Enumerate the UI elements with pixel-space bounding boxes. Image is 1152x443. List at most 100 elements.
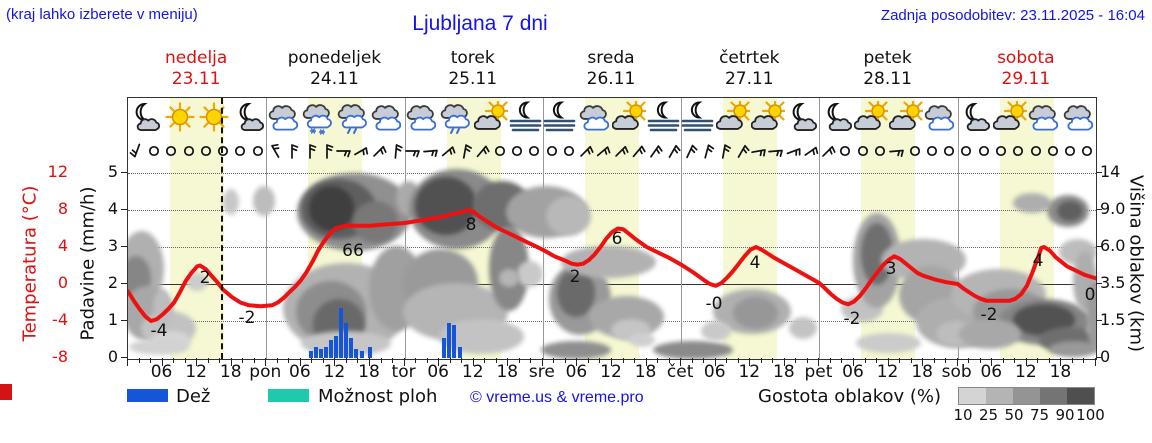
colorbar-scale-label: 10 bbox=[953, 406, 973, 424]
cloud-height-tick-label: 1.5 bbox=[1100, 310, 1126, 329]
temperature-label: 4 bbox=[749, 253, 761, 273]
time-axis-tick bbox=[173, 358, 175, 363]
weather-icon-cloud bbox=[1027, 101, 1061, 135]
weather-icon-moon-fog bbox=[509, 101, 543, 135]
menu-hint: (kraj lahko izberete v meniju) bbox=[6, 6, 198, 23]
calm-circle bbox=[525, 142, 543, 160]
weather-icon-cloud bbox=[370, 101, 404, 135]
colorbar-scale-label: 50 bbox=[1004, 406, 1024, 424]
time-axis-tick bbox=[806, 358, 808, 363]
calm-circle bbox=[923, 142, 941, 160]
cloud-density-blob bbox=[541, 341, 611, 359]
rain-bar bbox=[324, 346, 328, 358]
time-axis-tick bbox=[276, 358, 278, 363]
rain-legend-label: Dež bbox=[176, 386, 211, 407]
weather-icon-cloud bbox=[1062, 101, 1096, 135]
wind-barb bbox=[785, 142, 803, 160]
temperature-label: 4 bbox=[1032, 251, 1044, 271]
time-axis-tick bbox=[899, 358, 901, 363]
copyright-link[interactable]: © vreme.us & vreme.pro bbox=[470, 389, 644, 406]
calm-circle bbox=[906, 142, 924, 160]
time-axis-tick bbox=[495, 358, 497, 363]
rain-legend-swatch bbox=[127, 389, 168, 402]
calm-circle bbox=[975, 142, 993, 160]
calm-circle bbox=[543, 142, 561, 160]
colorbar-scale-label: 25 bbox=[978, 406, 999, 424]
temperature-label: 6 bbox=[611, 229, 623, 249]
time-label: 12 bbox=[876, 362, 899, 382]
rain-bar bbox=[334, 335, 338, 358]
cloud-density-blob bbox=[129, 339, 189, 355]
rain-bar bbox=[354, 348, 358, 358]
rain-bar bbox=[360, 350, 364, 358]
weather-icon-cloud-rain bbox=[336, 101, 370, 135]
cloud-height-axis-title: Višina oblakov (km) bbox=[1125, 174, 1147, 353]
calm-circle bbox=[854, 142, 872, 160]
time-axis-tick bbox=[634, 358, 636, 363]
time-axis-tick bbox=[518, 358, 520, 363]
colorbar-scale-label: 90 bbox=[1055, 406, 1075, 424]
wind-barb bbox=[318, 142, 336, 160]
current-time-line bbox=[220, 98, 223, 359]
temp-tick-label: 12 bbox=[47, 162, 68, 181]
cloud-density-blob bbox=[1057, 201, 1083, 221]
precip-tick-label: 2 bbox=[107, 273, 118, 292]
wind-barb bbox=[473, 142, 491, 160]
time-axis-tick bbox=[599, 358, 601, 363]
time-axis-tick bbox=[207, 358, 209, 363]
rain-bar bbox=[447, 322, 451, 358]
time-axis-tick bbox=[956, 358, 958, 366]
wind-barb bbox=[715, 142, 733, 160]
last-update-timestamp: Zadnja posodobitev: 23.11.2025 - 16:04 bbox=[880, 7, 1145, 24]
time-axis-tick bbox=[334, 358, 336, 366]
time-axis-tick bbox=[415, 358, 417, 363]
temp-tick-label: -8 bbox=[52, 347, 68, 366]
time-axis-tick bbox=[564, 358, 566, 363]
day-separator-line bbox=[957, 98, 959, 359]
weather-icon-sun-cloud bbox=[992, 98, 1030, 135]
time-label: 18 bbox=[358, 362, 380, 382]
wind-barb bbox=[128, 142, 146, 160]
time-axis-tick bbox=[714, 358, 716, 366]
time-axis-tick bbox=[887, 358, 889, 366]
calm-circle bbox=[180, 142, 198, 160]
weather-icon-sun-cloud bbox=[854, 98, 892, 135]
time-axis-tick bbox=[507, 358, 509, 366]
time-label: 18 bbox=[219, 362, 242, 382]
time-axis-tick bbox=[645, 358, 647, 366]
time-axis-tick bbox=[979, 358, 981, 363]
time-axis-tick bbox=[576, 358, 578, 366]
time-label: 18 bbox=[911, 362, 933, 382]
weather-icon-cloud bbox=[578, 101, 612, 135]
axis-tick bbox=[121, 357, 127, 358]
time-axis-tick bbox=[853, 358, 854, 366]
time-axis-tick bbox=[150, 358, 152, 363]
time-label: 06 bbox=[150, 362, 173, 382]
wind-barb bbox=[612, 142, 630, 160]
weather-icon-cloud-rain bbox=[439, 101, 473, 135]
time-axis-tick bbox=[749, 358, 751, 366]
cloud-density-blob bbox=[789, 317, 817, 339]
time-label: 06 bbox=[565, 362, 588, 382]
weather-icon-sun-cloud bbox=[612, 98, 650, 135]
time-axis-tick bbox=[945, 358, 947, 363]
time-axis-tick bbox=[818, 358, 820, 366]
rain-bar bbox=[344, 322, 348, 358]
cloud-density-blob bbox=[557, 269, 595, 317]
cloud-density-blob bbox=[223, 189, 239, 215]
wind-barb bbox=[456, 142, 474, 160]
page-title: Ljubljana 7 dni bbox=[412, 12, 548, 35]
calm-circle bbox=[1061, 142, 1079, 160]
cloud-density-legend-label: Gostota oblakov (%) bbox=[758, 386, 942, 407]
rain-bar bbox=[329, 339, 333, 358]
time-axis-tick bbox=[265, 358, 267, 366]
time-axis-tick bbox=[345, 358, 347, 363]
time-axis-tick bbox=[864, 358, 866, 363]
calm-circle bbox=[940, 142, 958, 160]
time-axis-tick bbox=[288, 358, 290, 363]
cloud-density-blob bbox=[561, 246, 656, 278]
time-axis-tick bbox=[426, 358, 428, 363]
time-label: 18 bbox=[496, 362, 519, 382]
time-label: 12 bbox=[461, 362, 484, 382]
precip-tick-label: 1 bbox=[107, 310, 118, 329]
